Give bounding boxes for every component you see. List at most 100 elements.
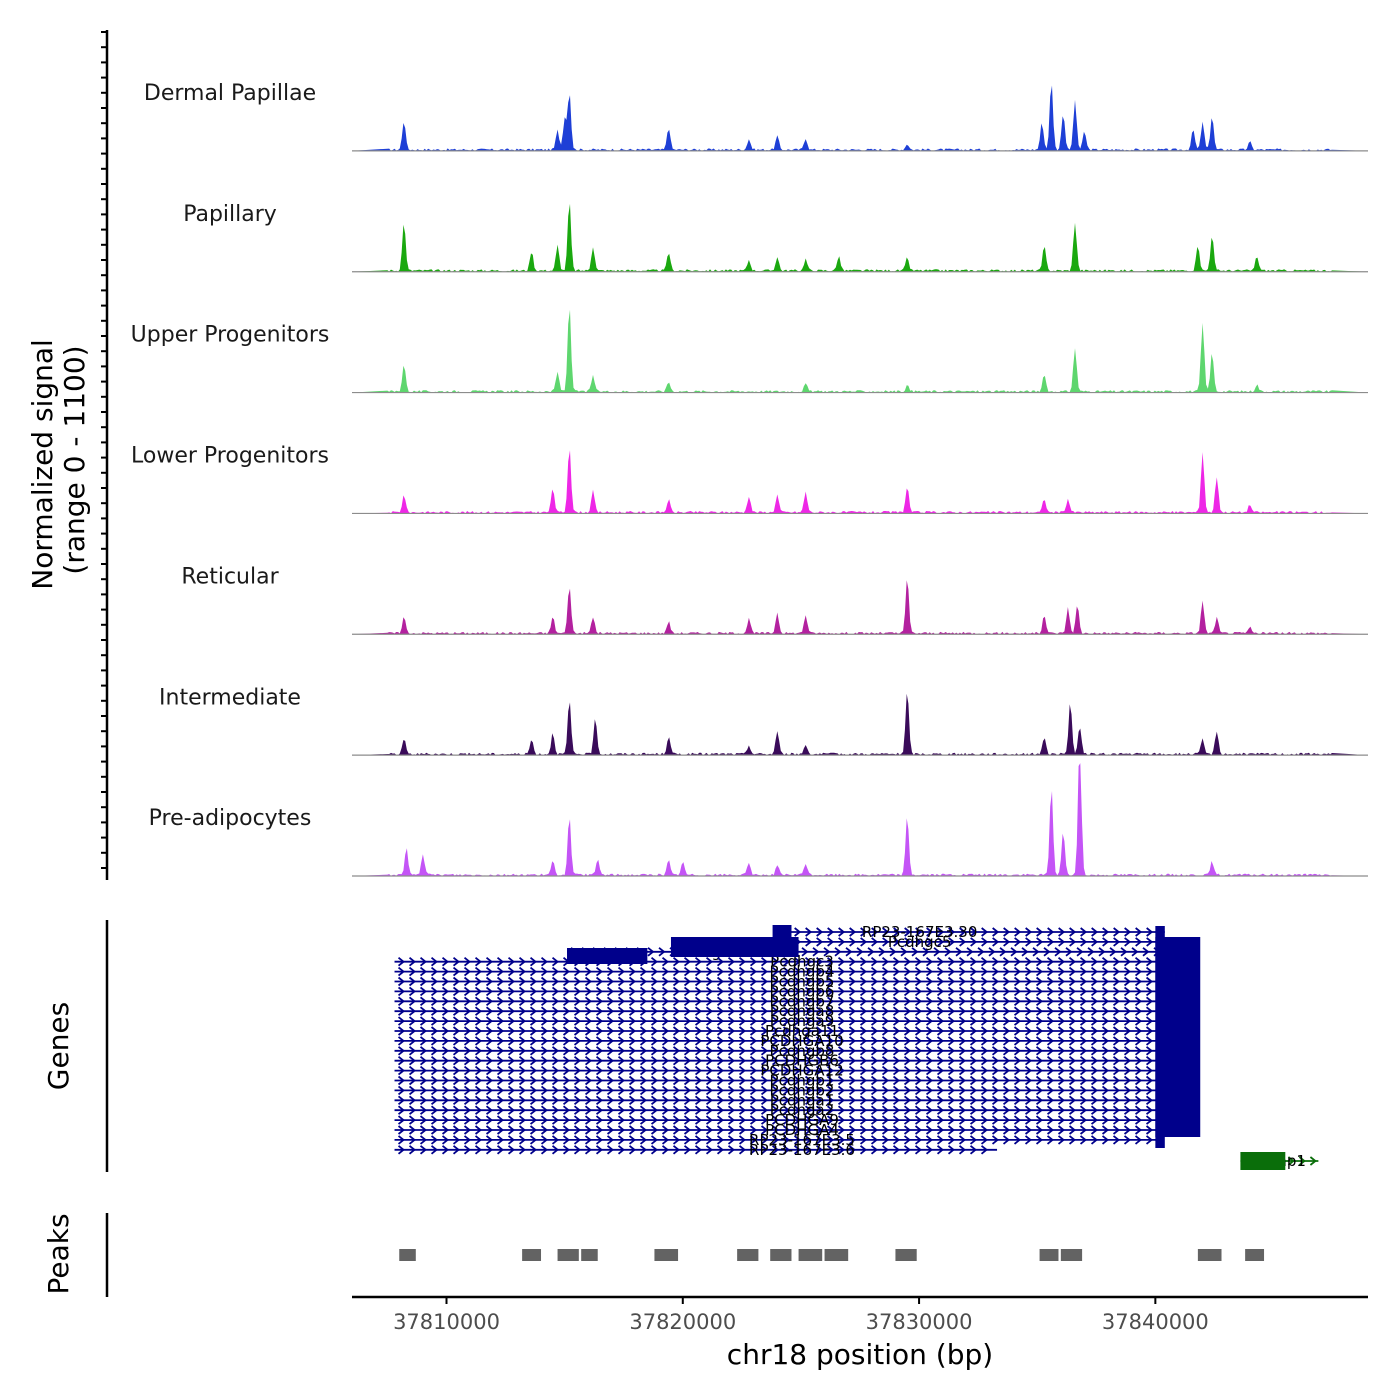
track-6: Pre-adipocytes <box>149 763 1368 877</box>
peak-region <box>399 1249 416 1261</box>
gene-label: Pcdhgb5 <box>770 973 835 991</box>
gene-strand-chevrons <box>397 1036 1186 1046</box>
peak-region <box>798 1249 823 1261</box>
x-tick-label: 37820000 <box>629 1310 736 1334</box>
x-axis-title: chr18 position (bp) <box>727 1338 993 1371</box>
gene-strand-chevrons <box>397 1135 1153 1145</box>
signal-tracks: Dermal Papillae Papillary Upper Progenitor… <box>131 81 1368 877</box>
signal-area <box>352 203 1368 272</box>
gene-Pcdhgc4: Pcdhgc4 <box>567 943 1194 961</box>
gene-strand-chevrons <box>397 1095 1186 1106</box>
track-label: Intermediate <box>159 685 301 710</box>
peak-region <box>1245 1249 1265 1261</box>
gene-PCDHGA4: PCDHGA4 <box>394 1121 1194 1139</box>
gene-strand-chevrons <box>397 996 1186 1007</box>
gene-label: Pcdhgb1 <box>770 1072 835 1090</box>
gene-label: Pcdhgb4 <box>770 963 835 981</box>
signal-area <box>352 309 1368 393</box>
gene-track: RP23-167E3.30Pcdhgc5Pcdhgc4Pcdhgc3Pcdhgb… <box>394 923 1319 1170</box>
gene-label: Pcdhga2 <box>770 1101 835 1119</box>
x-tick-label: 37830000 <box>866 1310 973 1334</box>
gene-Pcdhgc5: Pcdhgc5 <box>779 933 1194 951</box>
gene-Pcdhgb4: Pcdhgb4 <box>394 963 1194 981</box>
gene-exon <box>567 948 648 964</box>
genes-panel-title: Genes <box>42 1002 75 1090</box>
signal-area <box>352 450 1368 514</box>
track-label: Reticular <box>181 564 279 589</box>
gene-exon <box>1240 1152 1286 1170</box>
peaks-track <box>399 1249 1265 1261</box>
gene-strand-chevrons <box>397 1075 1186 1086</box>
gene-Pcdhgb6: Pcdhgb6 <box>394 982 1194 1000</box>
track-3: Lower Progenitors <box>131 444 1368 515</box>
gene-strand-chevrons <box>397 1055 1186 1066</box>
gene-PCDHGA10: PCDHGA10 <box>394 1032 1194 1050</box>
gene-PCDHGA12: PCDHGA12 <box>394 1062 1194 1080</box>
gene-strand-chevrons <box>397 1105 1186 1115</box>
track-label: Dermal Papillae <box>144 81 316 106</box>
gene-RP23-167E3.6: RP23-167E3.6 <box>394 1141 998 1159</box>
gene-strand-chevrons <box>397 986 1186 997</box>
gene-Pcdhga8: Pcdhga8 <box>394 1002 1194 1020</box>
peak-region <box>654 1249 679 1261</box>
gene-label: Pcdhgc3 <box>770 953 834 971</box>
gene-label: Pcdhgc5 <box>888 933 952 951</box>
gene-RP23-167E3.5: RP23-167E3.5 <box>394 1131 1161 1149</box>
gene-exon <box>670 937 799 957</box>
gene-label: Pcdhga1 <box>770 1091 835 1109</box>
peak-region <box>824 1249 849 1261</box>
gene-Pcdhga9: Pcdhga9 <box>394 1012 1194 1030</box>
peak-region <box>895 1249 917 1261</box>
gene-exon <box>1155 937 1201 1137</box>
gene-label: Pcdhgb6 <box>770 982 835 1000</box>
gene-Pcdhga1: Pcdhga1 <box>394 1091 1194 1109</box>
gene-strand-chevrons <box>397 1085 1186 1096</box>
track-label: Lower Progenitors <box>131 444 329 469</box>
gene-label: Pcdhga9 <box>770 1012 835 1030</box>
gene-Pcdhgb2: Pcdhgb2 <box>394 1081 1194 1099</box>
gene-strand-chevrons <box>397 1016 1186 1026</box>
gene-RP23-167E3.30: RP23-167E3.30 <box>779 923 1165 941</box>
track-4: Reticular <box>181 564 1368 635</box>
track-0: Dermal Papillae <box>144 81 1368 152</box>
gene-strand-chevrons <box>397 1125 1186 1135</box>
y-axis-title-line1: Normalized signal <box>26 339 59 590</box>
gene-Pcdhga2: Pcdhga2 <box>394 1101 1194 1119</box>
signal-area <box>352 763 1368 876</box>
x-axis: 37810000 37820000 37830000 37840000 <box>393 1297 1209 1334</box>
peak-region <box>557 1249 579 1261</box>
gene-strand-chevrons <box>397 976 1186 987</box>
gene-Pcdhgb7: Pcdhgb7 <box>394 992 1194 1010</box>
gene-label: Pcdhga11 <box>765 1022 839 1040</box>
gene-strand-chevrons <box>397 1046 1186 1056</box>
gene-label: PCDHGA9 <box>765 1111 839 1129</box>
gene-strand-chevrons <box>397 1026 1186 1036</box>
gene-label: RP23-167E3.5 <box>749 1131 855 1149</box>
gene-label: Pcdhgb8 <box>770 1042 835 1060</box>
signal-area <box>352 693 1368 756</box>
peak-region <box>1197 1249 1222 1261</box>
gene-Pcdhgc3: Pcdhgc3 <box>394 953 1194 971</box>
gene-label: PCDHGA10 <box>760 1032 843 1050</box>
track-1: Papillary <box>183 202 1368 273</box>
track-label: Papillary <box>183 202 277 227</box>
gene-Pcdhga11: Pcdhga11 <box>394 1022 1194 1040</box>
track-2: Upper Progenitors <box>131 309 1368 394</box>
gene-Pcdhgb1: Pcdhgb1 <box>394 1072 1194 1090</box>
gene-label: Pcdhga8 <box>770 1002 835 1020</box>
peaks-panel-title: Peaks <box>42 1213 75 1294</box>
gene-label: Pcdhgb2 <box>770 1081 835 1099</box>
track-label: Pre-adipocytes <box>149 806 312 831</box>
x-tick-label: 37840000 <box>1102 1310 1209 1334</box>
gene-strand-chevrons <box>397 966 1186 977</box>
y-axis-title-line2: (range 0 - 1100) <box>58 345 91 574</box>
gene-strand-chevrons <box>397 1006 1186 1016</box>
gene-label: RP23-167E3.30 <box>862 923 977 941</box>
signal-area <box>352 580 1368 635</box>
x-tick-label: 37810000 <box>393 1310 500 1334</box>
gene-label: PCDHGB6 <box>765 1052 839 1070</box>
gene-label: RP23-167E3.6 <box>749 1141 855 1159</box>
gene-Pcdhgb8: Pcdhgb8 <box>394 1042 1194 1060</box>
gene-strand-chevrons <box>397 1115 1186 1125</box>
